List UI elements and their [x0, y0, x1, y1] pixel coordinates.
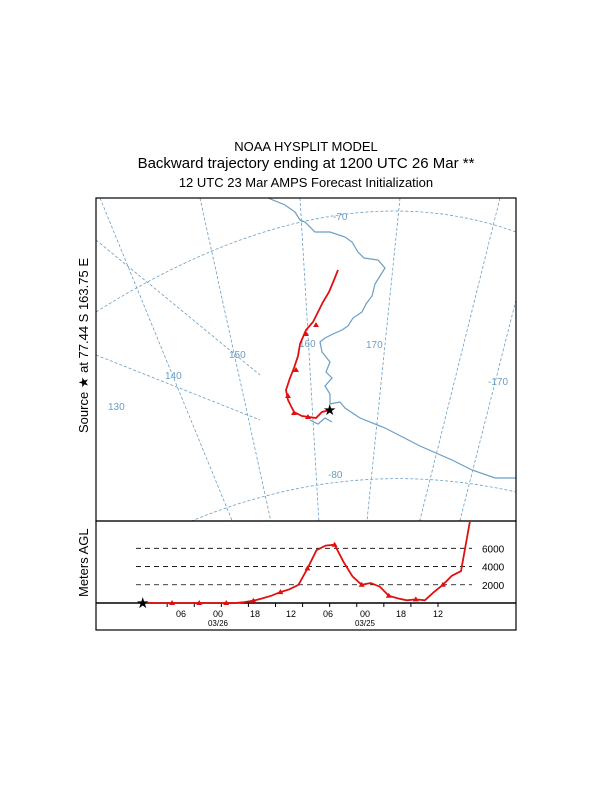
- meridian-140: [99, 198, 233, 521]
- x-tick-label: 12: [433, 609, 443, 619]
- meridian-m170: [459, 299, 516, 521]
- trajectory-marker: [313, 322, 319, 327]
- map-panel: 130 140 150 160 170 -170 -70 -80 ★ Sourc…: [76, 197, 517, 522]
- height-marker: [385, 592, 392, 598]
- height-marker: [439, 581, 446, 587]
- trajectory-marker: [291, 410, 297, 415]
- x-tick-label: 00: [360, 609, 370, 619]
- meridian-130: [96, 354, 261, 421]
- height-marker: [223, 600, 230, 605]
- lat-label-70: -70: [333, 212, 348, 223]
- y-tick-label: 6000: [482, 544, 505, 555]
- height-frame: [95, 520, 517, 631]
- meridian-180: [419, 198, 501, 521]
- y-tick-label: 2000: [482, 581, 505, 592]
- x-tick-label: 06: [176, 609, 186, 619]
- coastline: [267, 198, 516, 479]
- height-markers: [169, 541, 446, 605]
- date-label: 03/26: [208, 619, 229, 628]
- lon-label-130: 130: [108, 402, 125, 413]
- time-axis: 06 00 18 12 06 00 18 12 03/26 03/25: [166, 603, 443, 628]
- x-tick-label: 00: [213, 609, 223, 619]
- height-marker: [304, 565, 311, 571]
- lon-label-150: 150: [229, 350, 246, 361]
- height-marker: [169, 600, 176, 605]
- meridian-120: [96, 239, 261, 376]
- y-tick-label: 4000: [482, 563, 505, 574]
- date-label: 03/25: [355, 619, 376, 628]
- lat-label-80: -80: [328, 470, 343, 481]
- trajectory-marker: [305, 414, 311, 419]
- chart-title-line3: 12 UTC 23 Mar AMPS Forecast Initializati…: [178, 175, 434, 190]
- map-graticule: [96, 198, 516, 521]
- ross-ice-shelf-edge: [309, 417, 333, 425]
- height-marker: [331, 541, 338, 547]
- lon-label-170: 170: [366, 340, 383, 351]
- height-marker: [412, 596, 419, 602]
- trajectory-marker: [285, 393, 291, 398]
- chart-title-line1: NOAA HYSPLIT MODEL: [234, 139, 378, 154]
- height-end-star-icon: ★: [136, 595, 149, 612]
- trajectory-marker: [293, 367, 299, 372]
- map-frame: [95, 197, 517, 522]
- source-star-icon: ★: [323, 402, 336, 419]
- x-tick-label: 06: [323, 609, 333, 619]
- lon-label-m170: -170: [488, 377, 508, 388]
- height-axis-label: Meters AGL: [76, 528, 91, 597]
- trajectory-path: [285, 269, 339, 419]
- chart-title-line2: Backward trajectory ending at 1200 UTC 2…: [137, 155, 475, 172]
- trajectory-marker: [303, 331, 309, 336]
- trajectory-markers: [285, 322, 319, 419]
- x-tick-label: 18: [396, 609, 406, 619]
- height-marker: [358, 581, 365, 587]
- height-marker: [250, 597, 257, 603]
- lon-label-140: 140: [165, 371, 182, 382]
- height-marker: [277, 589, 284, 595]
- meridian-170: [366, 198, 401, 521]
- latitude-circle-70: [96, 210, 516, 313]
- height-marker: [196, 600, 203, 605]
- meridian-150: [199, 198, 272, 521]
- latitude-circle-80: [190, 478, 516, 521]
- height-series-line: [145, 521, 471, 604]
- x-tick-label: 12: [286, 609, 296, 619]
- lon-label-160: 160: [299, 339, 316, 350]
- meridian-160: [299, 198, 320, 521]
- x-tick-label: 18: [250, 609, 260, 619]
- height-reference-lines: 6000 4000 2000: [136, 544, 505, 592]
- source-label: Source ★ at 77.44 S 163.75 E: [76, 258, 91, 433]
